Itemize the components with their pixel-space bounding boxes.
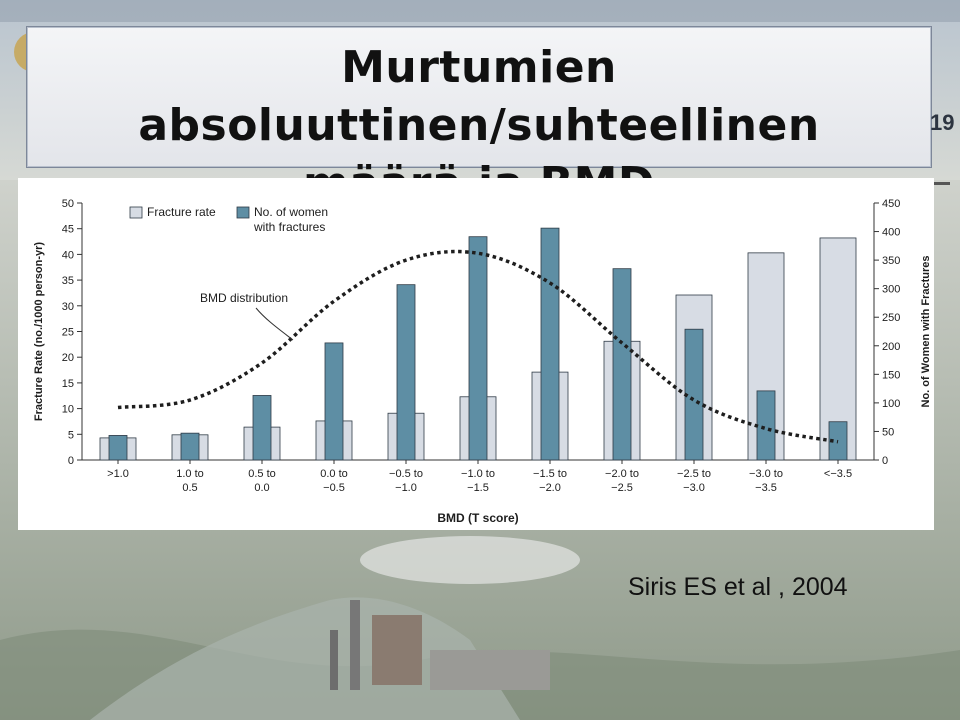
- women-count-bar: [540, 227, 560, 461]
- x-tick-label: −2.0 to: [605, 468, 639, 480]
- right-tick-label: 150: [882, 369, 900, 381]
- women-count-bar: [324, 342, 344, 461]
- left-tick-label: 45: [62, 224, 74, 236]
- x-axis-title: BMD (T score): [437, 511, 518, 525]
- right-tick-label: 250: [882, 312, 900, 324]
- x-tick-label: −3.5: [755, 482, 777, 494]
- women-count-bar: [180, 432, 200, 461]
- left-tick-label: 0: [68, 455, 74, 467]
- x-tick-label: −1.5: [467, 482, 489, 494]
- women-count-bar: [612, 268, 632, 461]
- right-tick-label: 0: [882, 455, 888, 467]
- x-tick-label: 0.0: [254, 482, 269, 494]
- right-tick-label: 300: [882, 284, 900, 296]
- left-tick-label: 10: [62, 404, 74, 416]
- legend-swatch-fracture-rate: [129, 206, 143, 219]
- left-tick-label: 50: [62, 198, 74, 210]
- y2-axis-title: No. of Women with Fractures: [920, 256, 932, 408]
- title-box: Murtumien absoluuttinen/suhteellinen mää…: [26, 26, 932, 209]
- fracture-bmd-chart: 0 5 10 15 20 25 30 35 40 45 50 0 50 100 150 200 250 300 35…: [33, 198, 932, 525]
- x-tick-label: >1.0: [107, 468, 129, 480]
- left-tick-label: 30: [62, 301, 74, 313]
- right-tick-label: 450: [882, 198, 900, 210]
- x-tick-label: −2.0: [539, 482, 561, 494]
- x-tick-label: −2.5 to: [677, 468, 711, 480]
- x-tick-label: −0.5: [323, 482, 345, 494]
- women-count-bar: [756, 390, 776, 461]
- x-tick-label: 0.5 to: [248, 468, 276, 480]
- x-tick-label: −3.0: [683, 482, 705, 494]
- left-tick-label: 15: [62, 378, 74, 390]
- women-count-bar: [468, 236, 488, 461]
- x-tick-label: 1.0 to: [176, 468, 204, 480]
- women-count-bar: [108, 435, 128, 461]
- bmd-label-leader: [255, 307, 294, 341]
- right-tick-label: 100: [882, 398, 900, 410]
- left-tick-label: 25: [62, 327, 74, 339]
- left-tick-label: 40: [62, 249, 74, 261]
- legend-label-fracture-rate: Fracture rate: [147, 205, 216, 219]
- page-number: 19: [930, 110, 955, 135]
- right-tick-label: 400: [882, 227, 900, 239]
- title-line-1: Murtumien absoluuttinen/suhteellinen: [138, 42, 820, 151]
- bmd-distribution-label: BMD distribution: [200, 291, 288, 305]
- x-tick-label: 0.0 to: [320, 468, 348, 480]
- x-tick-label: −0.5 to: [389, 468, 423, 480]
- x-tick-label: −1.0: [395, 482, 417, 494]
- x-tick-label: −2.5: [611, 482, 633, 494]
- right-tick-label: 200: [882, 341, 900, 353]
- x-tick-label: 0.5: [182, 482, 197, 494]
- left-tick-label: 35: [62, 275, 74, 287]
- legend-label-women: No. of women: [254, 205, 328, 219]
- right-tick-label: 350: [882, 255, 900, 267]
- right-tick-label: 50: [882, 426, 894, 438]
- citation: Siris ES et al , 2004: [628, 573, 848, 601]
- fracture-rate-bar: [747, 252, 785, 461]
- y-axis-title: Fracture Rate (no./1000 person-yr): [33, 242, 45, 421]
- left-tick-label: 20: [62, 352, 74, 364]
- legend-label-women-line2: with fractures: [253, 220, 325, 234]
- women-count-bar: [396, 284, 416, 461]
- x-tick-label: −1.0 to: [461, 468, 495, 480]
- x-tick-label: −3.0 to: [749, 468, 783, 480]
- women-count-bar: [252, 395, 272, 461]
- x-tick-label: <−3.5: [824, 468, 852, 480]
- x-tick-label: −1.5 to: [533, 468, 567, 480]
- left-tick-label: 5: [68, 429, 74, 441]
- legend-swatch-women: [236, 206, 250, 219]
